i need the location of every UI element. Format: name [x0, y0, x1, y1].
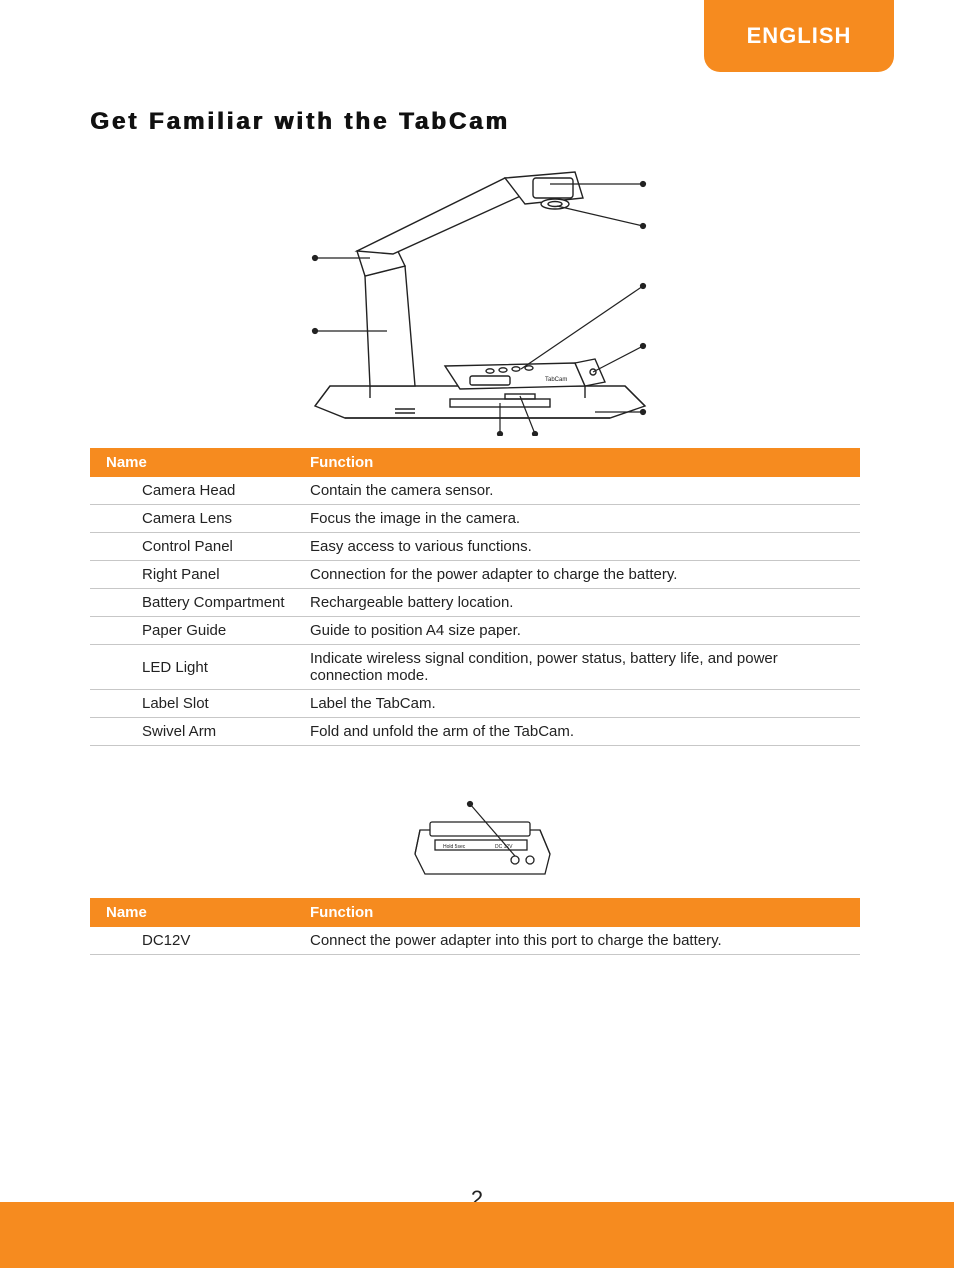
footer-bar: [0, 1202, 954, 1268]
cell-function: Easy access to various functions.: [300, 533, 860, 561]
table-row: Battery CompartmentRechargeable battery …: [90, 589, 860, 617]
table-1: Name Function Camera HeadContain the cam…: [90, 448, 860, 746]
cell-function: Rechargeable battery location.: [300, 589, 860, 617]
cell-function: Connection for the power adapter to char…: [300, 561, 860, 589]
side-panel-illustration: Hold 5sec DC 12V: [90, 796, 860, 886]
svg-text:Hold 5sec: Hold 5sec: [443, 844, 466, 850]
cell-name: Battery Compartment: [90, 589, 300, 617]
table-row: Control PanelEasy access to various func…: [90, 533, 860, 561]
table-header-row: Name Function: [90, 898, 860, 927]
cell-function: Fold and unfold the arm of the TabCam.: [300, 718, 860, 746]
side-panel-svg: Hold 5sec DC 12V: [375, 796, 575, 886]
table-row: Label SlotLabel the TabCam.: [90, 690, 860, 718]
tabcam-illustration: TabCam: [90, 156, 860, 436]
language-tab: ENGLISH: [704, 0, 894, 72]
cell-name: Camera Lens: [90, 505, 300, 533]
svg-text:TabCam: TabCam: [545, 377, 567, 383]
table-row: DC12VConnect the power adapter into this…: [90, 927, 860, 955]
col-function: Function: [300, 448, 860, 477]
table-row: Right PanelConnection for the power adap…: [90, 561, 860, 589]
cell-name: Camera Head: [90, 477, 300, 505]
cell-name: Control Panel: [90, 533, 300, 561]
table-row: Camera HeadContain the camera sensor.: [90, 477, 860, 505]
cell-name: Swivel Arm: [90, 718, 300, 746]
table-row: LED LightIndicate wireless signal condit…: [90, 645, 860, 690]
cell-name: DC12V: [90, 927, 300, 955]
parts-table-2: Name Function DC12VConnect the power ada…: [90, 898, 860, 955]
cell-name: Paper Guide: [90, 617, 300, 645]
cell-function: Contain the camera sensor.: [300, 477, 860, 505]
table-2: Name Function DC12VConnect the power ada…: [90, 898, 860, 955]
cell-function: Connect the power adapter into this port…: [300, 927, 860, 955]
col-function: Function: [300, 898, 860, 927]
table-row: Swivel ArmFold and unfold the arm of the…: [90, 718, 860, 746]
cell-function: Guide to position A4 size paper.: [300, 617, 860, 645]
table-row: Paper GuideGuide to position A4 size pap…: [90, 617, 860, 645]
tabcam-svg: TabCam: [275, 156, 675, 436]
table-row: Camera LensFocus the image in the camera…: [90, 505, 860, 533]
cell-function: Label the TabCam.: [300, 690, 860, 718]
cell-name: Label Slot: [90, 690, 300, 718]
table-header-row: Name Function: [90, 448, 860, 477]
col-name: Name: [90, 448, 300, 477]
cell-function: Indicate wireless signal condition, powe…: [300, 645, 860, 690]
page-content: Get Familiar with the TabCam TabCam: [90, 108, 860, 955]
cell-function: Focus the image in the camera.: [300, 505, 860, 533]
svg-text:DC 12V: DC 12V: [495, 844, 513, 850]
cell-name: Right Panel: [90, 561, 300, 589]
col-name: Name: [90, 898, 300, 927]
cell-name: LED Light: [90, 645, 300, 690]
parts-table-1: Name Function Camera HeadContain the cam…: [90, 448, 860, 746]
page-title: Get Familiar with the TabCam: [90, 108, 860, 136]
